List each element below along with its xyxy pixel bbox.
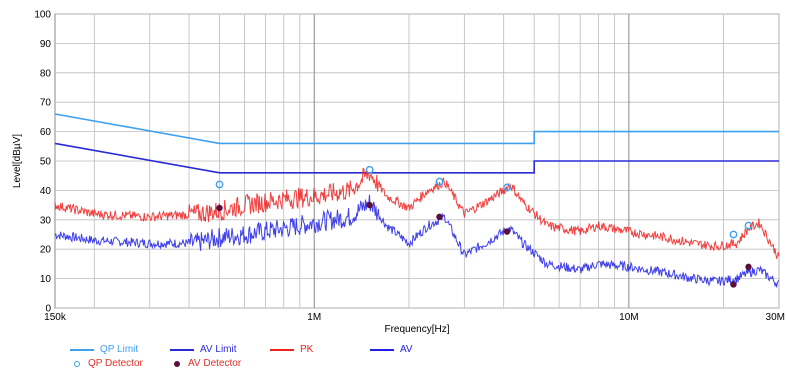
av-detector-point bbox=[745, 263, 752, 271]
legend-label: AV bbox=[400, 344, 413, 355]
x-ticks: 150k 1M 10M 30M bbox=[44, 312, 785, 323]
qp-limit-swatch bbox=[70, 348, 94, 351]
y-tick-label: 10 bbox=[40, 274, 52, 285]
y-tick-label: 0 bbox=[45, 304, 51, 315]
av-detector-point bbox=[503, 228, 511, 235]
qp-detector-point bbox=[503, 183, 511, 192]
y-tick-label: 80 bbox=[40, 68, 52, 79]
legend-item-av-detector: AV Detector bbox=[170, 358, 241, 369]
av-limit-line bbox=[54, 142, 779, 174]
y-tick-label: 30 bbox=[40, 215, 52, 226]
av-detector-point bbox=[436, 213, 443, 221]
qp-detector-point bbox=[435, 177, 444, 186]
y-tick-label: 70 bbox=[40, 98, 52, 109]
qp-detector-point bbox=[729, 230, 738, 239]
series-layer bbox=[54, 113, 780, 288]
y-tick-label: 100 bbox=[34, 10, 51, 21]
legend-item-qp-limit: QP Limit bbox=[70, 344, 138, 355]
y-tick-label: 90 bbox=[40, 39, 52, 50]
y-tick-label: 40 bbox=[40, 186, 52, 197]
legend-item-pk: PK bbox=[270, 344, 313, 355]
legend: QP Limit AV Limit PK AV QP Detector AV D… bbox=[70, 344, 530, 374]
legend-label: QP Detector bbox=[88, 358, 143, 369]
av-trace bbox=[54, 194, 780, 288]
x-tick-label: 1M bbox=[307, 312, 321, 323]
y-ticks: 0 10 20 30 40 50 60 70 80 90 100 bbox=[34, 10, 51, 315]
y-axis-label: Level[dBµV] bbox=[12, 134, 23, 188]
legend-item-av: AV bbox=[370, 344, 413, 355]
qp-detector-point bbox=[744, 221, 753, 230]
x-axis-label: Frequency[Hz] bbox=[384, 324, 449, 335]
legend-label: PK bbox=[300, 344, 314, 355]
legend-label: QP Limit bbox=[100, 344, 139, 355]
pk-swatch bbox=[270, 348, 294, 351]
x-tick-label: 150k bbox=[44, 312, 67, 323]
legend-item-av-limit: AV Limit bbox=[170, 344, 237, 355]
qp-detector-point bbox=[215, 180, 224, 189]
legend-item-qp-detector: QP Detector bbox=[70, 358, 143, 369]
av-detector-point bbox=[730, 281, 737, 288]
y-tick-label: 20 bbox=[40, 245, 52, 256]
pk-trace bbox=[54, 167, 780, 260]
legend-label: AV Detector bbox=[188, 358, 242, 369]
y-tick-label: 60 bbox=[40, 127, 52, 138]
av-detector-point bbox=[366, 201, 373, 209]
av-limit-swatch bbox=[170, 348, 194, 351]
x-tick-label: 10M bbox=[619, 312, 638, 323]
av-detector-point bbox=[216, 204, 223, 212]
x-tick-label: 30M bbox=[766, 312, 785, 323]
av-swatch bbox=[370, 348, 394, 351]
legend-label: AV Limit bbox=[200, 344, 237, 355]
qp-detector-marker bbox=[74, 360, 80, 367]
y-tick-label: 50 bbox=[40, 157, 52, 168]
qp-limit-line bbox=[54, 113, 779, 145]
qp-detector-point bbox=[365, 165, 374, 174]
av-detector-marker bbox=[174, 360, 180, 367]
markers-layer bbox=[215, 165, 753, 288]
